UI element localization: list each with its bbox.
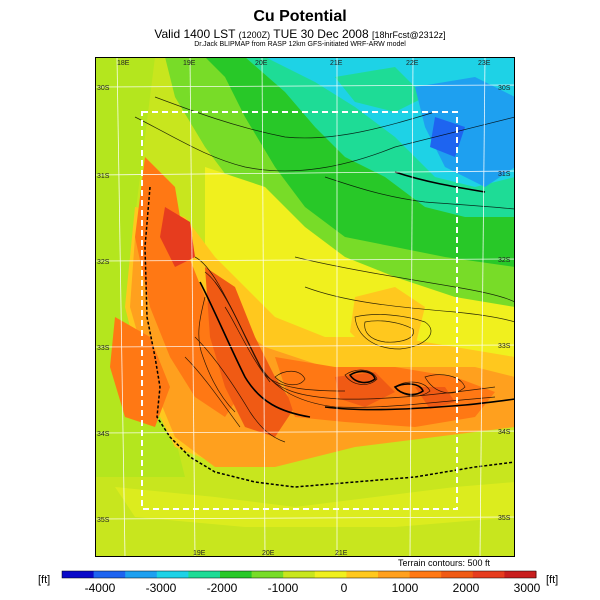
- lat-label: 33S: [97, 345, 110, 352]
- colorbar-swatch: [188, 571, 221, 578]
- valid-zulu: (1200Z): [238, 30, 271, 40]
- lat-label: 30S: [498, 85, 511, 92]
- colorbar-swatch: [314, 571, 347, 578]
- colorbar-swatch: [504, 571, 537, 578]
- lon-label: 20E: [255, 60, 268, 67]
- colorbar-swatch: [156, 571, 189, 578]
- colorbar-swatch: [220, 571, 253, 578]
- colorbar-tick-label: -1000: [268, 581, 299, 595]
- colorbar-unit-left: [ft]: [38, 574, 51, 586]
- lon-label: 21E: [330, 60, 343, 67]
- colorbar-swatch: [472, 571, 505, 578]
- lon-label: 18E: [117, 60, 130, 67]
- colorbar-frame: [61, 570, 537, 579]
- lat-label: 34S: [498, 429, 511, 436]
- map-fill: [95, 57, 515, 557]
- colorbar-swatch: [441, 571, 474, 578]
- lon-label: 21E: [335, 550, 348, 557]
- lat-label: 33S: [498, 343, 511, 350]
- colorbar-swatch: [93, 571, 126, 578]
- valid-time-line: Valid 1400 LST (1200Z) TUE 30 Dec 2008 […: [0, 27, 600, 41]
- valid-run: [18hrFcst@2312z]: [372, 30, 446, 40]
- valid-main: Valid 1400 LST: [154, 27, 236, 41]
- colorbar-swatch: [125, 571, 158, 578]
- map-title: Cu Potential: [253, 8, 347, 25]
- lon-label: 22E: [406, 60, 419, 67]
- colorbar-swatch: [251, 571, 284, 578]
- colorbar-swatches: [61, 570, 537, 579]
- colorbar-swatch: [378, 571, 411, 578]
- map-frame: [95, 57, 515, 557]
- model-credit: Dr.Jack BLIPMAP from RASP 12km GFS-initi…: [194, 41, 406, 48]
- colorbar-swatch: [62, 571, 95, 578]
- colorbar-tick-label: 3000: [514, 581, 540, 595]
- valid-date: TUE 30 Dec 2008: [273, 27, 369, 41]
- colorbar-tick-label: 2000: [453, 581, 480, 595]
- colorbar-tick-label: 0: [341, 581, 348, 595]
- lat-label: 31S: [498, 171, 511, 178]
- colorbar-swatch: [283, 571, 316, 578]
- colorbar-tick-label: 1000: [392, 581, 419, 595]
- lon-labels-top: 18E 19E 20E 21E 22E 23E: [117, 60, 491, 67]
- lon-label: 19E: [183, 60, 196, 67]
- lon-labels-bottom: 18E 19E 20E 21E: [193, 550, 348, 557]
- lat-labels-right: 30S 31S 32S 33S 34S 35S: [498, 85, 511, 522]
- colorbar-ticks: -4000 -3000 -2000 -1000 0 1000 2000 3000: [85, 581, 540, 595]
- lon-label: 19E: [193, 550, 206, 557]
- colorbar-unit-right: [ft]: [546, 574, 559, 586]
- lon-label: 23E: [478, 60, 491, 67]
- lat-label: 32S: [97, 259, 110, 266]
- lat-labels-left: 30S 31S 32S 33S 34S 35S: [97, 85, 110, 524]
- lat-label: 32S: [498, 257, 511, 264]
- colorbar-tick-label: -3000: [146, 581, 177, 595]
- lat-label: 31S: [97, 173, 110, 180]
- lon-label: 20E: [262, 550, 275, 557]
- colorbar-swatch: [409, 571, 442, 578]
- graticule: [95, 57, 515, 557]
- lat-label: 35S: [97, 517, 110, 524]
- colorbar-swatch: [346, 571, 379, 578]
- major-contours: [199, 171, 515, 418]
- terrain-contour-note: Terrain contours: 500 ft: [398, 558, 491, 568]
- colorbar-tick-label: -2000: [207, 581, 238, 595]
- cu-potential-map: 18E 19E 20E 21E 22E 23E 18E 19E 20E 21E …: [95, 57, 515, 557]
- colorbar-tick-label: -4000: [85, 581, 116, 595]
- colorbar: -4000 -3000 -2000 -1000 0 1000 2000 3000: [61, 570, 540, 595]
- inner-domain-box: [141, 111, 458, 510]
- lat-label: 35S: [498, 515, 511, 522]
- lat-label: 30S: [97, 85, 110, 92]
- lat-label: 34S: [97, 431, 110, 438]
